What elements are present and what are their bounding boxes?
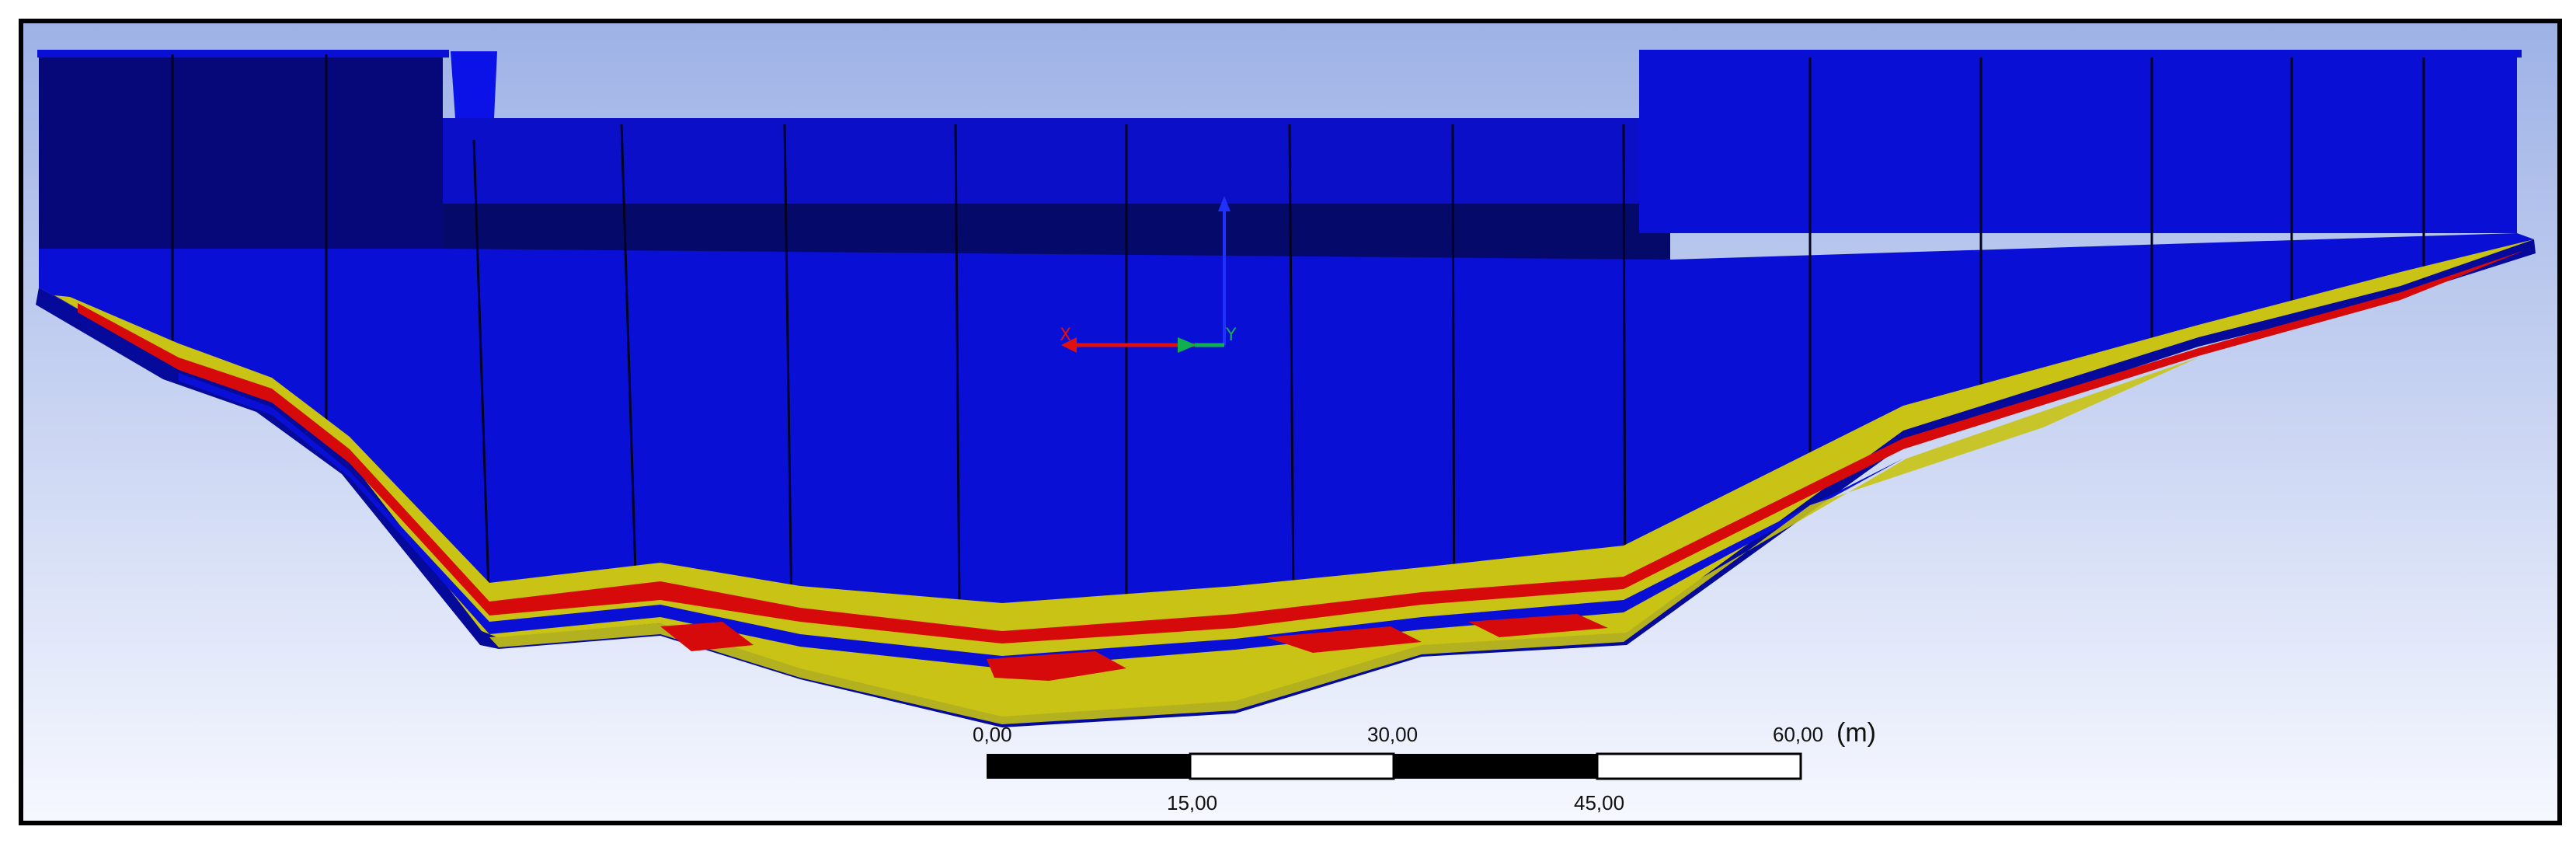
red-patch-1 — [987, 651, 1126, 681]
scale-label-60: 60,00 — [1773, 723, 1824, 746]
scale-seg-3 — [1394, 754, 1597, 779]
left-abutment-block — [39, 54, 443, 249]
scale-seg-2 — [1189, 752, 1395, 780]
coordinate-triad: X Y — [1060, 196, 1237, 353]
right-top-cap — [1639, 50, 2522, 58]
scale-label-45: 45,00 — [1574, 791, 1625, 814]
left-top-cap — [37, 50, 449, 58]
graphics-viewport[interactable]: X Y 0,00 30,00 60,00 (m) 15,00 45,00 — [19, 19, 2562, 825]
tower — [451, 51, 497, 118]
x-axis-label: X — [1060, 326, 1071, 345]
scale-seg-4 — [1596, 752, 1802, 780]
scale-unit: (m) — [1836, 718, 1876, 748]
x-axis-arrow — [1061, 337, 1077, 353]
right-abutment-block — [1639, 54, 2517, 233]
scale-label-0: 0,00 — [973, 723, 1012, 746]
contour-bands — [54, 239, 2534, 724]
yellow-lower — [489, 357, 2198, 724]
scale-bar — [987, 752, 1802, 780]
central-crest-lower — [443, 204, 1670, 260]
model-render[interactable]: X Y — [23, 23, 2557, 821]
red-patch-3 — [1468, 614, 1608, 637]
scale-seg-1 — [987, 754, 1190, 779]
y-axis-arrow — [1178, 337, 1196, 353]
red-patch-2 — [1266, 626, 1422, 653]
scale-label-30: 30,00 — [1367, 723, 1419, 746]
scale-label-15: 15,00 — [1167, 791, 1218, 814]
y-axis-label: Y — [1225, 326, 1237, 345]
red-patch-4 — [660, 622, 754, 651]
z-axis-arrow — [1218, 196, 1231, 211]
